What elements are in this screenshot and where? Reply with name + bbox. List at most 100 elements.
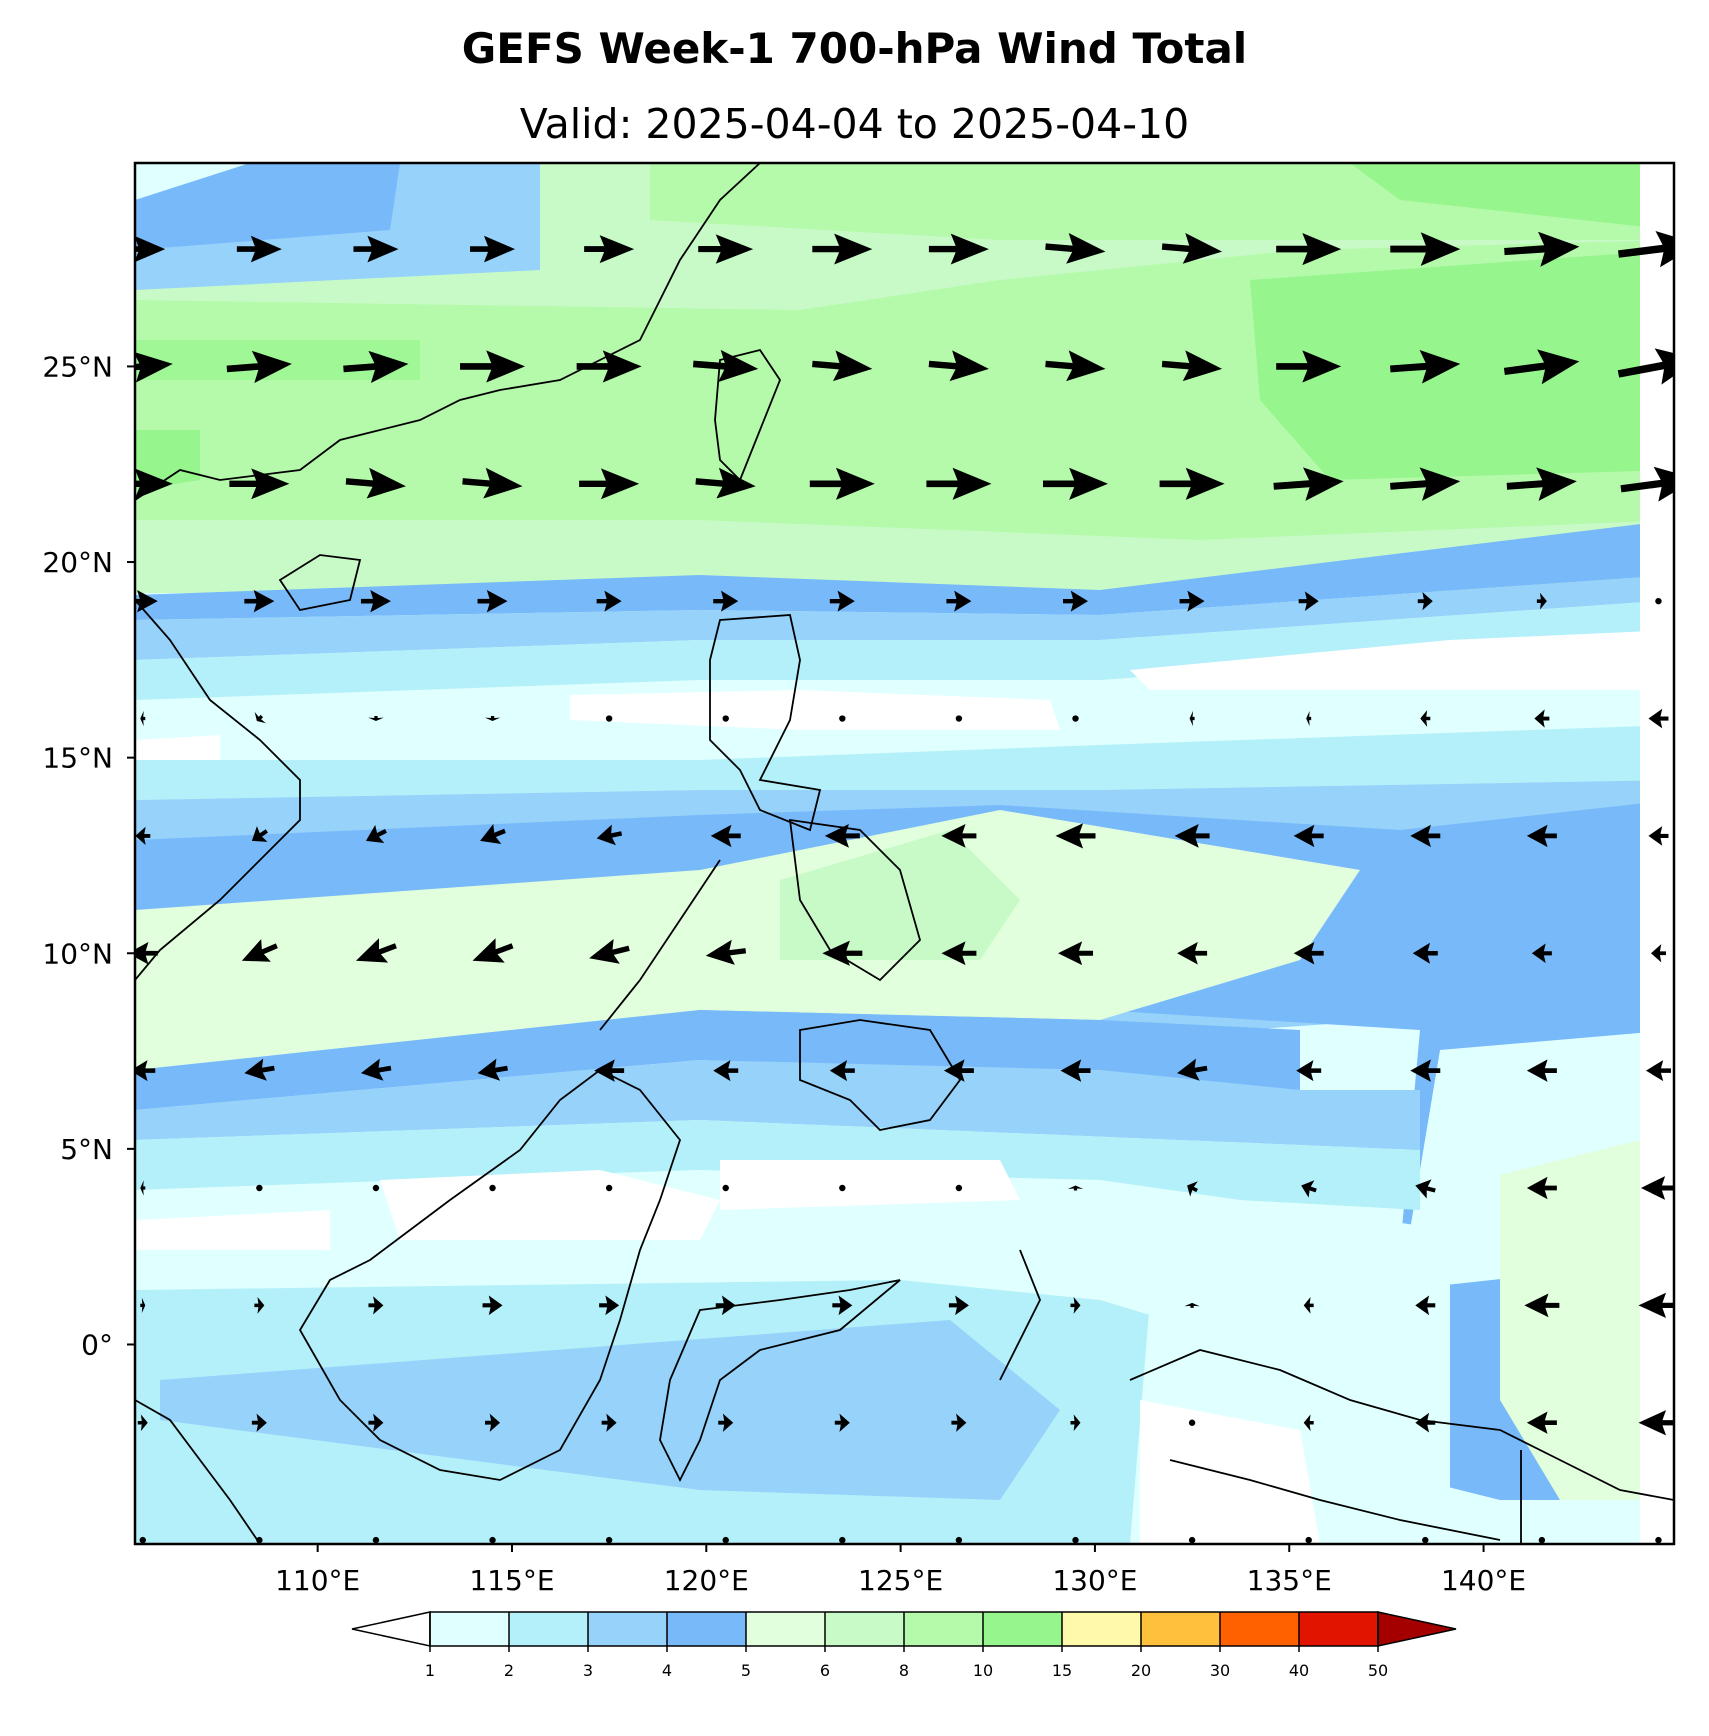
- colorbar-under-extension: [351, 1611, 431, 1647]
- wind-calm-dot: [1422, 1536, 1429, 1544]
- wind-arrow: [692, 349, 759, 383]
- wind-arrow: [140, 1297, 146, 1314]
- wind-arrow: [244, 589, 275, 613]
- wind-arrow: [1390, 349, 1461, 384]
- wind-arrow: [926, 467, 992, 500]
- indochina-coastline: [135, 599, 301, 981]
- wind-calm-dot: [839, 1184, 846, 1192]
- wind-arrow: [1301, 1180, 1317, 1198]
- x-tick-label: 135°E: [1247, 1564, 1332, 1597]
- x-tick-label: 120°E: [664, 1564, 749, 1597]
- wind-calm-dot: [1072, 715, 1079, 722]
- wind-arrow: [1645, 1060, 1671, 1082]
- asia-coastline: [135, 163, 761, 501]
- wind-arrow: [135, 236, 166, 263]
- wind-arrow: [1415, 1179, 1436, 1199]
- wind-arrow: [1417, 592, 1433, 611]
- wind-arrow: [576, 350, 642, 383]
- wind-arrow: [368, 1296, 384, 1315]
- wind-arrow: [135, 826, 151, 845]
- wind-calm-dot: [1072, 1536, 1079, 1544]
- palawan-island: [599, 859, 721, 1031]
- wind-calm-dot: [605, 1184, 613, 1192]
- wind-arrow: [948, 1295, 969, 1316]
- wind-arrow: [1045, 350, 1106, 382]
- wind-calm-dot: [489, 1536, 496, 1544]
- wind-arrow: [1526, 824, 1557, 848]
- wind-arrow: [695, 467, 756, 499]
- wind-arrow: [705, 939, 747, 965]
- wind-arrow: [254, 711, 266, 724]
- colorbar-tick-label: 4: [662, 1661, 672, 1680]
- wind-arrow: [135, 468, 173, 500]
- latitude-ticks: 25°N 20°N 15°N 10°N 5°N 0°: [42, 350, 135, 1361]
- wind-arrow: [1063, 590, 1088, 612]
- wind-arrow: [472, 938, 514, 963]
- colorbar-segment: [825, 1612, 904, 1646]
- colorbar-segment: [746, 1612, 825, 1646]
- wind-arrow: [1506, 467, 1577, 501]
- colorbar-tick-label: 15: [1052, 1661, 1072, 1680]
- colorbar-tick-label: 6: [820, 1661, 830, 1680]
- wind-arrow: [485, 1413, 501, 1432]
- wind-arrow: [360, 1058, 392, 1081]
- wind-arrow: [368, 1413, 384, 1432]
- wind-arrow: [244, 1058, 275, 1081]
- map-frame: [133, 161, 1676, 1546]
- x-tick-label: 115°E: [469, 1564, 554, 1597]
- wind-arrow: [1070, 1296, 1081, 1314]
- wind-arrow: [1390, 232, 1461, 266]
- wind-calm-dot: [955, 1536, 963, 1544]
- wind-arrow: [140, 1180, 146, 1196]
- wind-arrow: [713, 1060, 739, 1082]
- x-tick-label: 110°E: [275, 1564, 360, 1597]
- wind-arrow: [829, 590, 855, 612]
- wind-arrow: [946, 590, 972, 612]
- wind-arrow: [941, 823, 977, 848]
- wind-calm-dot: [256, 1184, 263, 1192]
- wind-arrow: [480, 823, 506, 844]
- wind-arrow: [484, 716, 501, 722]
- wind-arrow: [718, 1413, 734, 1432]
- wind-arrow: [1273, 467, 1344, 501]
- colorbar-tick-label: 2: [504, 1661, 514, 1680]
- wind-arrow: [822, 940, 863, 966]
- wind-arrow: [470, 235, 516, 263]
- colorbar-tick-label: 30: [1210, 1661, 1230, 1680]
- map-subtitle: Valid: 2025-04-04 to 2025-04-10: [519, 100, 1190, 148]
- wind-arrow: [698, 234, 754, 264]
- wind-calm-dot: [1188, 1536, 1196, 1544]
- wind-arrow: [477, 1058, 508, 1081]
- wind-arrow: [1617, 348, 1674, 385]
- wind-arrow: [596, 824, 623, 846]
- wind-arrow: [1306, 710, 1312, 727]
- wind-arrow: [812, 350, 873, 382]
- wind-calm-dot: [722, 1536, 729, 1544]
- wind-arrow: [477, 589, 508, 613]
- wind-arrow: [1526, 1176, 1557, 1200]
- wind-arrow: [365, 824, 387, 844]
- wind-arrow: [1177, 1058, 1208, 1081]
- wind-arrow: [1174, 823, 1210, 848]
- wind-arrow: [343, 350, 409, 383]
- colorbar-tick-label: 40: [1289, 1661, 1309, 1680]
- wind-arrow: [1060, 1059, 1091, 1082]
- colorbar-segment: [667, 1612, 746, 1646]
- y-tick-label: 15°N: [42, 742, 113, 775]
- wind-arrow: [135, 1060, 156, 1082]
- wind-arrow: [1638, 1410, 1674, 1436]
- wind-arrow: [1177, 942, 1208, 965]
- colorbar-tick-label: 20: [1131, 1661, 1151, 1680]
- wind-calm-dot: [372, 1184, 380, 1192]
- wind-arrow: [1189, 710, 1195, 727]
- wind-calm-dot: [605, 1536, 613, 1544]
- wind-arrow: [360, 589, 391, 613]
- wind-arrow: [951, 1413, 967, 1432]
- wind-arrow: [1179, 590, 1205, 612]
- y-tick-label: 25°N: [42, 350, 113, 383]
- wind-arrow: [355, 938, 397, 963]
- wind-arrow: [1531, 943, 1552, 964]
- wind-arrow: [236, 235, 282, 263]
- wind-arrow: [1055, 823, 1096, 849]
- wind-arrow: [1524, 1293, 1560, 1318]
